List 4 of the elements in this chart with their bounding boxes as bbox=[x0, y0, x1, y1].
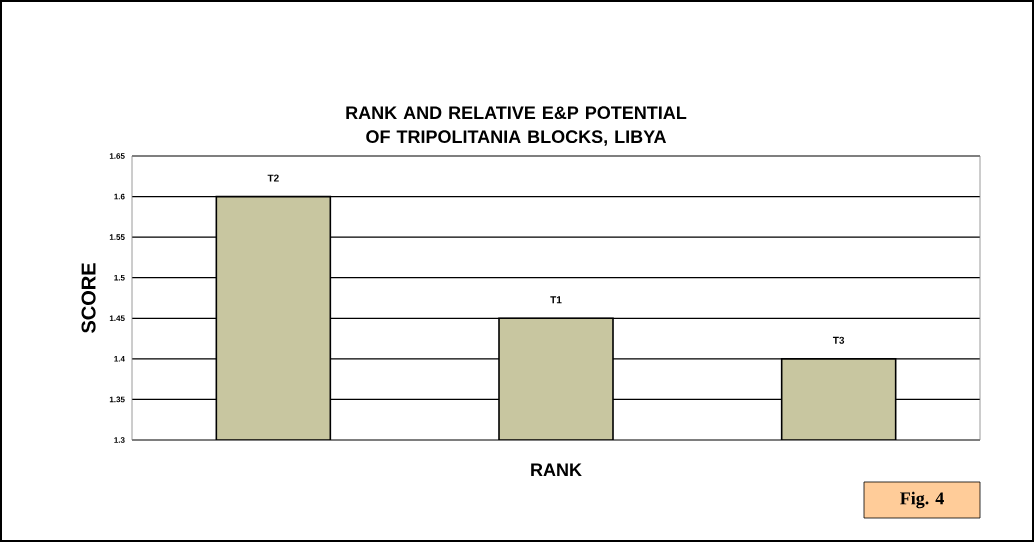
y-axis-title: SCORE bbox=[81, 263, 96, 333]
x-axis-title: RANK bbox=[531, 463, 582, 476]
caption: Fig. 4 bbox=[900, 491, 944, 509]
chart-title: RANK AND RELATIVE E&P POTENTIAL OF TRIPOLITANIA BLOCKS, LIBYA bbox=[346, 106, 687, 146]
